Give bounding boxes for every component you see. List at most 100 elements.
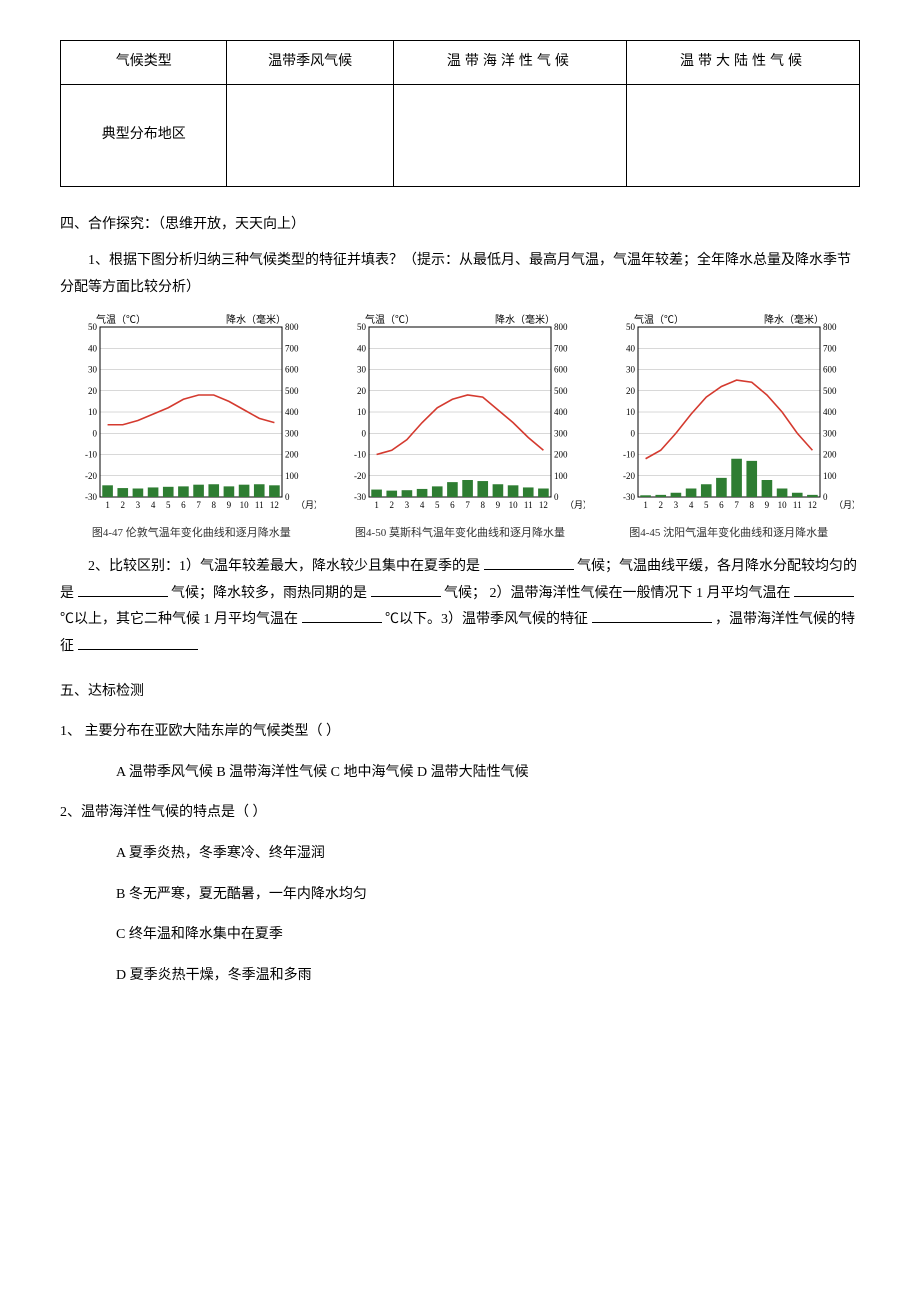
cmp-t6: ℃以下。3）温带季风气候的特征	[385, 612, 588, 627]
svg-text:0: 0	[630, 429, 635, 439]
svg-text:-10: -10	[85, 450, 97, 460]
chart-moscow: -30-20-100102030405001002003004005006007…	[329, 311, 592, 544]
s5-q2-stem: 2、温带海洋性气候的特点是（ ）	[60, 800, 860, 827]
svg-text:100: 100	[285, 471, 299, 481]
svg-text:700: 700	[554, 344, 568, 354]
svg-text:11: 11	[793, 500, 802, 510]
svg-text:300: 300	[285, 429, 299, 439]
svg-text:40: 40	[626, 344, 636, 354]
blank-5[interactable]	[302, 608, 382, 623]
svg-text:-20: -20	[85, 471, 97, 481]
svg-text:40: 40	[88, 344, 98, 354]
svg-text:6: 6	[450, 500, 455, 510]
svg-text:10: 10	[240, 500, 250, 510]
svg-text:800: 800	[554, 322, 568, 332]
svg-text:（月）: （月）	[565, 500, 585, 510]
svg-text:200: 200	[823, 450, 837, 460]
svg-text:气温（℃）: 气温（℃）	[634, 313, 684, 326]
chart-svg-shenyang: -30-20-100102030405001002003004005006007…	[604, 311, 854, 521]
svg-text:400: 400	[554, 407, 568, 417]
svg-text:0: 0	[554, 492, 559, 502]
cmp-t4: 气候； 2）温带海洋性气候在一般情况下 1 月平均气温在	[444, 586, 791, 601]
svg-text:10: 10	[626, 407, 636, 417]
svg-text:9: 9	[764, 500, 769, 510]
svg-text:3: 3	[405, 500, 410, 510]
svg-text:10: 10	[357, 407, 367, 417]
svg-text:6: 6	[181, 500, 186, 510]
svg-text:600: 600	[554, 365, 568, 375]
svg-text:1: 1	[643, 500, 648, 510]
svg-text:气温（℃）: 气温（℃）	[365, 313, 415, 326]
svg-text:0: 0	[823, 492, 828, 502]
svg-text:20: 20	[88, 386, 98, 396]
chart-caption-shenyang: 图4-45 沈阳气温年变化曲线和逐月降水量	[629, 523, 828, 544]
svg-text:20: 20	[357, 386, 367, 396]
svg-text:（月）: （月）	[834, 500, 854, 510]
svg-text:0: 0	[362, 429, 367, 439]
svg-text:800: 800	[285, 322, 299, 332]
svg-text:100: 100	[823, 471, 837, 481]
svg-text:20: 20	[626, 386, 636, 396]
svg-text:700: 700	[823, 344, 837, 354]
svg-text:12: 12	[808, 500, 817, 510]
s5-q1-stem: 1、 主要分布在亚欧大陆东岸的气候类型（ ）	[60, 719, 860, 746]
svg-text:200: 200	[285, 450, 299, 460]
svg-text:12: 12	[270, 500, 279, 510]
cmp-t5: ℃以上，其它二种气候 1 月平均气温在	[60, 612, 298, 627]
svg-text:5: 5	[435, 500, 440, 510]
th-monsoon: 温带季风气候	[227, 41, 393, 85]
s5-q2-b: B 冬无严寒，夏无酷暑，一年内降水均匀	[116, 882, 860, 909]
svg-text:8: 8	[481, 500, 486, 510]
svg-text:-20: -20	[354, 471, 366, 481]
svg-text:降水（毫米）: 降水（毫米）	[495, 313, 555, 326]
chart-shenyang: -30-20-100102030405001002003004005006007…	[597, 311, 860, 544]
svg-text:400: 400	[285, 407, 299, 417]
svg-text:降水（毫米）: 降水（毫米）	[764, 313, 824, 326]
chart-svg-london: -30-20-100102030405001002003004005006007…	[66, 311, 316, 521]
table-row-distribution: 典型分布地区	[61, 84, 860, 186]
svg-text:200: 200	[554, 450, 568, 460]
svg-text:0: 0	[285, 492, 290, 502]
svg-text:800: 800	[823, 322, 837, 332]
svg-text:100: 100	[554, 471, 568, 481]
svg-text:40: 40	[357, 344, 367, 354]
svg-text:300: 300	[823, 429, 837, 439]
s5-q2-c: C 终年温和降水集中在夏季	[116, 922, 860, 949]
svg-text:-20: -20	[623, 471, 635, 481]
svg-text:600: 600	[285, 365, 299, 375]
chart-svg-moscow: -30-20-100102030405001002003004005006007…	[335, 311, 585, 521]
svg-text:降水（毫米）: 降水（毫米）	[226, 313, 286, 326]
blank-2[interactable]	[78, 582, 168, 597]
svg-text:-30: -30	[85, 492, 97, 502]
svg-text:700: 700	[285, 344, 299, 354]
svg-text:7: 7	[465, 500, 470, 510]
blank-4[interactable]	[794, 582, 854, 597]
svg-text:9: 9	[227, 500, 232, 510]
svg-text:4: 4	[420, 500, 425, 510]
blank-6[interactable]	[592, 608, 712, 623]
blank-3[interactable]	[371, 582, 441, 597]
svg-text:7: 7	[734, 500, 739, 510]
svg-text:气温（℃）: 气温（℃）	[96, 313, 146, 326]
svg-text:5: 5	[704, 500, 709, 510]
blank-7[interactable]	[78, 635, 198, 650]
svg-text:2: 2	[121, 500, 126, 510]
blank-1[interactable]	[484, 555, 574, 570]
climate-type-table: 气候类型 温带季风气候 温带海洋性气候 温带大陆性气候 典型分布地区	[60, 40, 860, 187]
section4-q1: 1、根据下图分析归纳三种气候类型的特征并填表？（提示：从最低月、最高月气温，气温…	[60, 248, 860, 301]
svg-text:500: 500	[554, 386, 568, 396]
td-distribution-label: 典型分布地区	[61, 84, 227, 186]
table-header-row: 气候类型 温带季风气候 温带海洋性气候 温带大陆性气候	[61, 41, 860, 85]
cmp-t1: 2、比较区别：1）气温年较差最大，降水较少且集中在夏季的是	[88, 559, 480, 574]
th-continental: 温带大陆性气候	[626, 41, 859, 85]
svg-text:7: 7	[197, 500, 202, 510]
charts-row: -30-20-100102030405001002003004005006007…	[60, 311, 860, 544]
svg-text:4: 4	[689, 500, 694, 510]
th-oceanic: 温带海洋性气候	[393, 41, 626, 85]
svg-text:10: 10	[509, 500, 519, 510]
svg-text:6: 6	[719, 500, 724, 510]
svg-text:-10: -10	[354, 450, 366, 460]
cmp-t3: 气候；降水较多，雨热同期的是	[171, 586, 367, 601]
svg-text:30: 30	[357, 365, 367, 375]
svg-text:-10: -10	[623, 450, 635, 460]
